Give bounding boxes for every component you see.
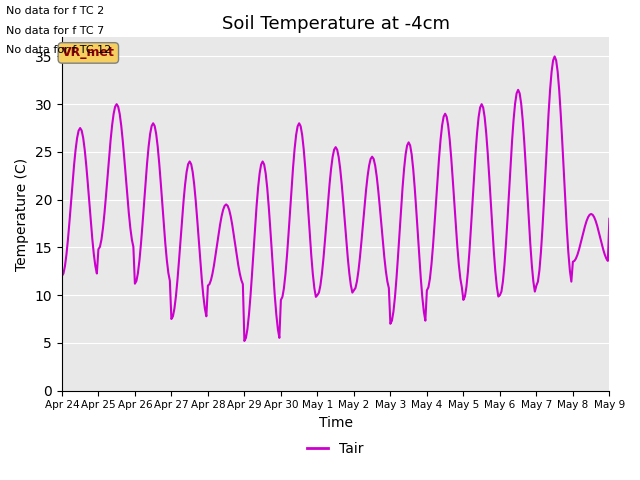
Legend: Tair: Tair: [302, 436, 369, 461]
Text: No data for f TC 7: No data for f TC 7: [6, 25, 105, 36]
Text: VR_met: VR_met: [62, 47, 115, 60]
Title: Soil Temperature at -4cm: Soil Temperature at -4cm: [221, 15, 450, 33]
Text: No data for f TC 12: No data for f TC 12: [6, 45, 111, 55]
X-axis label: Time: Time: [319, 416, 353, 430]
Y-axis label: Temperature (C): Temperature (C): [15, 157, 29, 271]
Text: No data for f TC 2: No data for f TC 2: [6, 6, 105, 16]
